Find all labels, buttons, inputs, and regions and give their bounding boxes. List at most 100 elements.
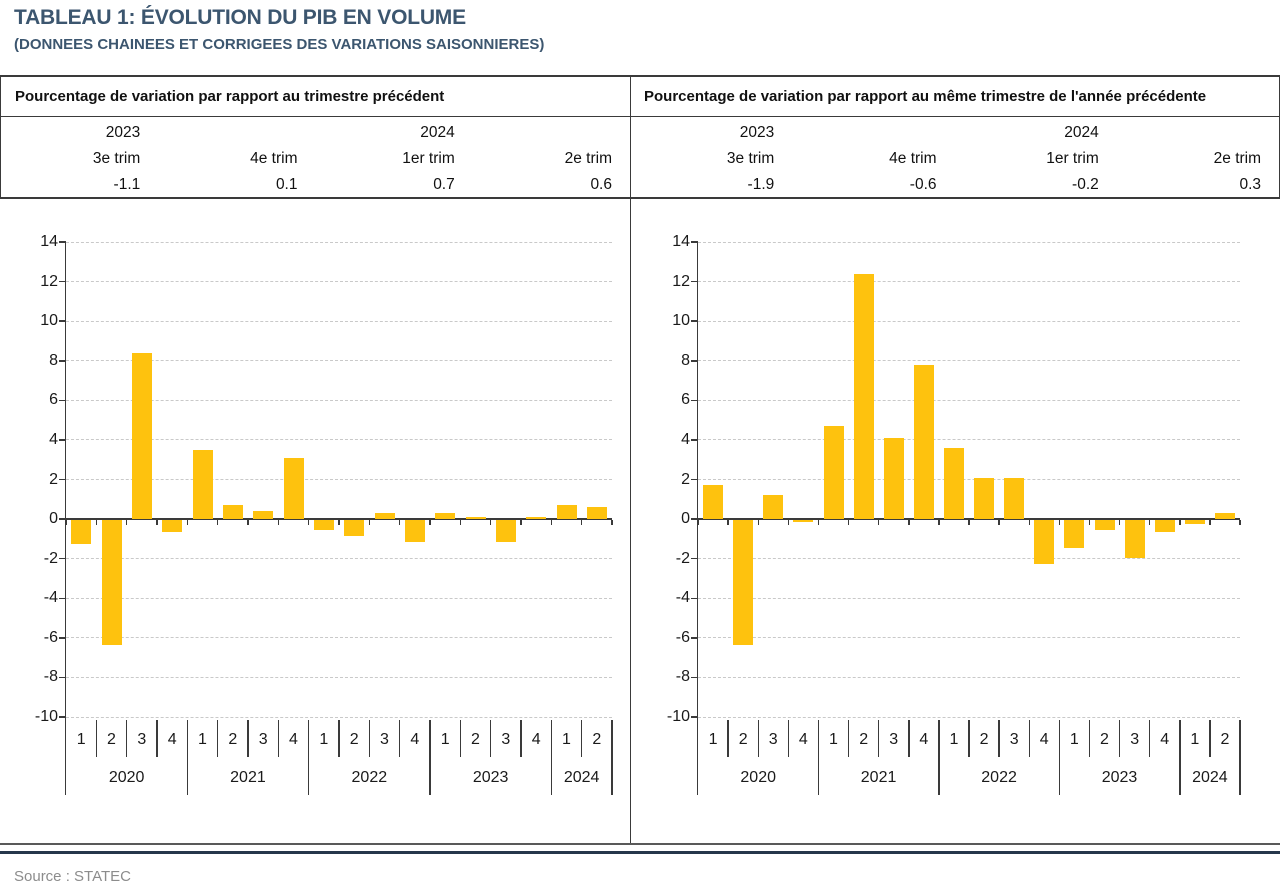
x-axis-quarter-label: 3 <box>137 731 147 748</box>
value-cell: -0.2 <box>1072 176 1099 193</box>
gridline <box>66 558 612 560</box>
y-axis-label: -6 <box>43 628 58 646</box>
y-axis-label: -10 <box>34 708 58 725</box>
x-axis-year-label: 2024 <box>1192 769 1228 786</box>
chart-yoy: 14 12 10 8 6 4 2 0 -2 -4 -6 -8 -10 1 2 3 4 2020 1 2 3 4 2021 1 2… <box>630 199 1280 845</box>
y-axis-label: -4 <box>675 589 690 607</box>
x-axis-quarter-label: 1 <box>319 731 329 748</box>
y-axis-tick <box>59 716 66 718</box>
y-axis-tick <box>691 597 698 599</box>
year-separator <box>550 720 553 795</box>
y-axis-label: -8 <box>43 668 58 686</box>
x-axis-quarter-label: 4 <box>1039 731 1049 748</box>
x-axis-tick <box>398 520 401 526</box>
x-axis-tick <box>489 520 492 526</box>
value-cell: 0.1 <box>275 176 298 193</box>
gridline <box>698 558 1240 560</box>
year-separator <box>611 720 613 795</box>
x-axis-year-label: 2023 <box>1101 769 1138 786</box>
y-axis-tick <box>59 320 66 322</box>
x-axis-quarter-label: 1 <box>949 731 959 748</box>
y-axis-tick <box>691 716 698 718</box>
gridline <box>66 320 612 322</box>
quarter-cell: 4e trim <box>250 150 298 167</box>
table-row: 3e trim 4e trim 1er trim 2e trim <box>1 144 630 172</box>
x-axis-quarter-label: 2 <box>106 731 116 748</box>
x-axis-tick <box>1179 520 1181 526</box>
y-axis-label: 10 <box>672 312 690 330</box>
y-axis-label: 2 <box>681 470 690 488</box>
quarter-cell: 1er trim <box>402 150 455 167</box>
bar <box>344 520 365 536</box>
y-axis-tick <box>59 637 66 639</box>
value-cell: 0.6 <box>590 176 612 193</box>
bar <box>823 426 844 520</box>
bar <box>222 505 243 520</box>
x-axis-tick <box>757 520 759 526</box>
x-axis-year-label: 2022 <box>981 769 1017 786</box>
quarter-separator <box>727 720 729 757</box>
gridline <box>698 320 1240 322</box>
y-axis-line <box>64 242 66 795</box>
quarter-separator <box>520 720 522 757</box>
quarter-separator <box>998 720 1000 757</box>
quarter-separator <box>277 720 280 757</box>
y-axis-label: 10 <box>40 312 58 330</box>
x-axis-quarter-label: 1 <box>828 731 838 748</box>
x-axis-tick <box>429 520 431 526</box>
y-axis-label: -4 <box>43 589 58 607</box>
bar <box>943 447 964 520</box>
bar <box>283 457 304 520</box>
x-axis-quarter-label: 1 <box>1069 731 1079 748</box>
x-axis-tick <box>877 520 880 526</box>
year-cell: 2023 <box>739 124 775 141</box>
y-axis-tick <box>59 360 66 362</box>
x-axis-quarter-label: 4 <box>1160 731 1170 748</box>
x-axis-tick <box>186 520 189 526</box>
x-axis-tick <box>727 520 729 526</box>
x-axis-year-label: 2024 <box>563 769 600 786</box>
bar <box>763 495 784 520</box>
table-row: 2023 2024 <box>630 117 1279 144</box>
year-cell <box>792 117 954 144</box>
y-axis-label: 6 <box>49 391 58 409</box>
y-axis-tick <box>59 280 66 283</box>
year-cell: 2024 <box>1064 124 1099 141</box>
bar <box>313 520 334 530</box>
year-separator <box>429 720 431 795</box>
x-axis-quarter-label: 3 <box>501 731 511 748</box>
x-axis-tick <box>65 520 67 526</box>
x-axis-tick <box>1209 520 1211 526</box>
table-row: 3e trim 4e trim 1er trim 2e trim <box>630 144 1279 172</box>
quarter-separator <box>156 720 158 757</box>
x-axis-year-label: 2023 <box>472 769 509 786</box>
y-axis-tick <box>59 597 66 599</box>
quarter-separator <box>216 720 219 757</box>
x-axis-tick <box>1148 520 1151 526</box>
y-axis-tick <box>59 399 66 402</box>
x-axis-quarter-label: 3 <box>379 731 389 748</box>
x-axis-zero-line <box>66 518 612 521</box>
quarter-separator <box>1088 720 1091 757</box>
year-separator <box>186 720 189 795</box>
x-axis-quarter-label: 1 <box>197 731 207 748</box>
bottom-rule-navy <box>0 851 1280 854</box>
bar <box>733 520 754 645</box>
gridline <box>66 241 612 243</box>
bar <box>162 520 183 532</box>
x-axis-tick <box>1088 520 1091 526</box>
quarter-cell: 2e trim <box>1213 150 1262 167</box>
year-separator <box>938 720 940 795</box>
quarter-cell: 3e trim <box>726 150 775 167</box>
gridline <box>66 479 612 480</box>
x-axis-quarter-label: 4 <box>288 731 298 748</box>
source-note: Source : STATEC <box>14 868 131 885</box>
bar <box>703 485 724 519</box>
bar <box>1094 520 1115 530</box>
gridline <box>66 281 612 283</box>
x-axis-quarter-label: 3 <box>889 731 899 748</box>
bar <box>1184 520 1205 525</box>
y-axis-tick <box>59 478 66 481</box>
year-cell <box>158 117 315 144</box>
